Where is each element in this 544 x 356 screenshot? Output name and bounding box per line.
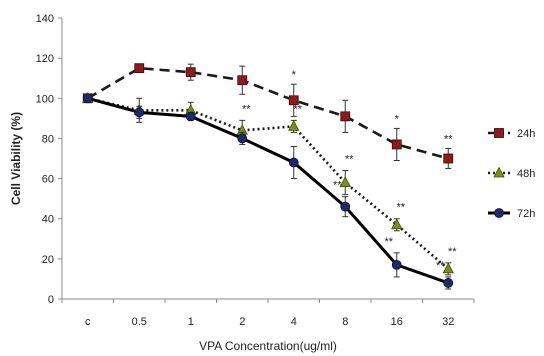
significance-mark: * xyxy=(292,69,297,81)
significance-mark: ** xyxy=(396,202,405,214)
significance-mark: ** xyxy=(436,260,445,272)
significance-mark: ** xyxy=(242,103,251,115)
x-tick-label: 32 xyxy=(442,316,454,328)
significance-mark: * xyxy=(395,113,400,125)
legend-swatch-marker xyxy=(494,128,504,138)
data-point xyxy=(340,111,351,122)
legend-label: 48h xyxy=(517,168,535,180)
data-point xyxy=(185,111,196,122)
series-layer xyxy=(82,63,454,290)
significance-annotations: ****** ************** xyxy=(242,69,457,272)
legend-swatch-marker xyxy=(493,166,505,178)
significance-mark: ** xyxy=(384,236,393,248)
y-tick-label: 20 xyxy=(42,254,54,266)
y-tick-label: 40 xyxy=(42,214,54,226)
data-point xyxy=(134,107,145,118)
legend: 24h 48h 72h xyxy=(488,128,535,220)
x-axis-title: VPA Concentration(ug/ml) xyxy=(199,339,337,353)
legend-item-24h: 24h xyxy=(488,128,535,140)
data-point xyxy=(237,133,248,144)
x-tick-label: c xyxy=(85,316,91,328)
data-point xyxy=(391,139,402,150)
legend-item-72h: 72h xyxy=(488,208,535,220)
data-point xyxy=(134,63,145,74)
legend-item-48h: 48h xyxy=(488,166,535,180)
significance-mark: ** xyxy=(345,154,354,166)
legend-swatch-marker xyxy=(494,208,504,218)
data-point xyxy=(339,176,351,187)
series-line xyxy=(87,96,449,285)
x-tick-label: 4 xyxy=(291,316,297,328)
data-point xyxy=(185,67,196,78)
y-tick-label: 80 xyxy=(42,133,54,145)
x-tick-label: 0.5 xyxy=(132,316,147,328)
legend-label: 24h xyxy=(517,128,535,140)
data-point xyxy=(288,157,299,168)
x-tick-label: 8 xyxy=(342,316,348,328)
x-tick-label: 16 xyxy=(391,316,403,328)
y-axis-title: Cell Viability (%) xyxy=(9,112,23,205)
series-line xyxy=(87,97,450,270)
y-tick-label: 0 xyxy=(48,294,54,306)
significance-mark: ** xyxy=(444,133,453,145)
x-tick-label: 2 xyxy=(239,316,245,328)
series-line xyxy=(87,66,449,160)
significance-mark: ** xyxy=(333,180,342,192)
data-point xyxy=(340,201,351,212)
significance-mark: ** xyxy=(448,246,457,258)
x-tick-label: 1 xyxy=(188,316,194,328)
data-point xyxy=(82,93,93,104)
data-point xyxy=(443,153,454,164)
data-point xyxy=(237,75,248,86)
data-point xyxy=(288,120,300,131)
y-tick-label: 60 xyxy=(42,174,54,186)
data-point xyxy=(391,218,403,230)
data-point xyxy=(442,262,454,274)
data-point xyxy=(443,278,454,288)
legend-label: 72h xyxy=(517,208,535,220)
data-point xyxy=(391,259,402,270)
plot-area: 0 20 40 60 80 100 120 140 c 0.5 1 2 4 8 16 32 xyxy=(36,13,475,328)
data-point xyxy=(288,95,299,106)
significance-mark: ** xyxy=(293,103,302,115)
y-tick-label: 120 xyxy=(36,53,54,65)
y-tick-label: 100 xyxy=(36,93,54,105)
series-72h xyxy=(82,93,454,290)
y-tick-label: 140 xyxy=(36,13,54,25)
